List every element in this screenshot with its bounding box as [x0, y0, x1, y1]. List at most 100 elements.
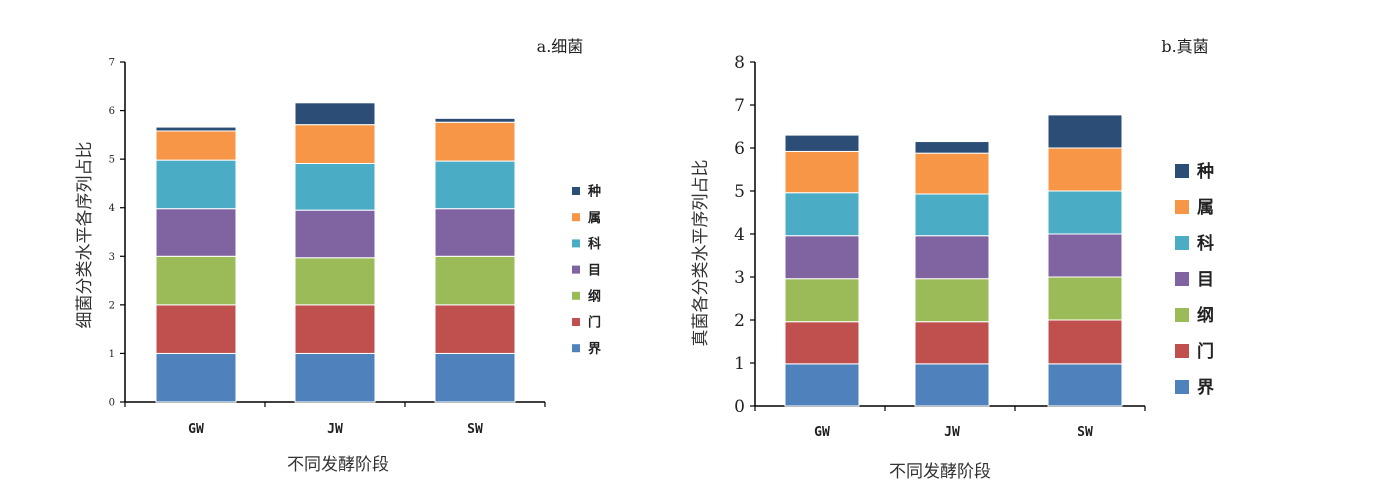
legend-swatch [1175, 272, 1189, 286]
legend-swatch [572, 239, 580, 248]
x-axis-title: 不同发酵阶段 [287, 455, 389, 475]
bar-segment [1047, 233, 1123, 278]
legend-label: 属 [588, 211, 601, 226]
bar-segment [434, 352, 516, 403]
y-tick-label: 2 [734, 311, 745, 331]
y-tick-label: 6 [109, 106, 115, 117]
y-tick-label: 5 [734, 182, 745, 202]
bar-segment [914, 235, 990, 280]
legend-label: 科 [588, 236, 601, 252]
bar-segment [294, 304, 376, 354]
y-tick-label: 1 [109, 349, 115, 360]
bar-segment [784, 363, 860, 407]
bar-segment [434, 117, 516, 123]
legend-label: 门 [588, 315, 601, 331]
legend-swatch [572, 265, 580, 274]
bar-segment [155, 159, 237, 210]
bar-segment [1047, 114, 1123, 149]
chart-bacteria: 0 1 2 3 4 5 6 7 GW JW SW 不同发酵阶段 细菌分类水平各序列占比 a.细菌种属科目纲… [75, 37, 601, 475]
bar-segment [434, 121, 516, 162]
bar-segment [914, 363, 990, 407]
y-tick-label: 6 [734, 139, 745, 159]
bar-segment [155, 130, 237, 161]
legend-label: 种 [587, 184, 601, 200]
y-tick-label: 1 [734, 354, 745, 374]
bar-segment [434, 255, 516, 306]
bar-segment [434, 304, 516, 354]
bar-segment [1047, 319, 1123, 365]
y-tick-label: 0 [734, 397, 745, 417]
legend-label: 纲 [1197, 305, 1214, 326]
bar-segment [914, 321, 990, 365]
bar-segment [155, 126, 237, 132]
bar-segment [914, 193, 990, 237]
y-tick-label: 2 [109, 300, 115, 311]
bar-segment [155, 208, 237, 257]
y-tick-label: 3 [109, 252, 115, 263]
bar-segment [914, 141, 990, 154]
legend-swatch [1175, 344, 1189, 358]
x-axis-title: 不同发酵阶段 [889, 462, 991, 482]
y-tick-label: 8 [734, 53, 745, 73]
x-category-label: GW [188, 422, 204, 437]
y-tick-label: 5 [109, 155, 115, 166]
y-tick-label: 4 [109, 203, 115, 214]
bar-segment [1047, 190, 1123, 235]
bar-segment [434, 160, 516, 210]
legend-swatch [572, 187, 580, 195]
legend-label: 种 [1196, 161, 1214, 182]
legend-label: 界 [588, 341, 601, 357]
bar-segment [155, 255, 237, 306]
legend-label: 界 [1197, 378, 1214, 398]
y-tick-label: 0 [109, 398, 115, 409]
y-tick-label: 4 [734, 225, 745, 245]
legend-label: 属 [1197, 198, 1214, 218]
chart-fungi: 0 1 2 3 4 5 6 7 8 GW JW SW 不同发酵阶段 真菌各分类水平序列占比 b.真菌种属科目… [691, 37, 1214, 482]
legend-swatch [572, 318, 580, 326]
bar-segment [784, 134, 860, 152]
x-category-label: SW [1077, 425, 1093, 440]
legend-swatch [1175, 308, 1189, 322]
panel-title: b.真菌 [1161, 37, 1208, 56]
legend-swatch [572, 291, 580, 300]
legend-swatch [1175, 164, 1189, 178]
bar-segment [294, 257, 376, 306]
x-category-label: SW [467, 422, 483, 437]
bar-segment [784, 321, 860, 365]
bar-segment [1047, 276, 1123, 321]
x-category-label: JW [944, 425, 960, 440]
x-category-label: JW [327, 422, 343, 437]
y-tick-label: 7 [109, 58, 115, 69]
y-tick-label: 7 [734, 96, 745, 116]
x-category-label: GW [814, 425, 830, 440]
bar-segment [784, 192, 860, 237]
bar-segment [294, 352, 376, 403]
panel-title: a.细菌 [537, 37, 584, 56]
bar-segment [1047, 147, 1123, 192]
bar-segment [1047, 363, 1123, 407]
legend-label: 目 [1197, 270, 1214, 290]
legend-label: 门 [1197, 341, 1214, 362]
legend-swatch [572, 344, 580, 353]
legend-label: 科 [1197, 233, 1214, 254]
bar-segment [914, 152, 990, 195]
legend-swatch [1175, 380, 1189, 394]
legend-label: 纲 [588, 288, 601, 304]
y-axis-title: 细菌分类水平各序列占比 [75, 142, 95, 329]
legend-swatch [572, 213, 580, 222]
bar-segment [294, 124, 376, 165]
legend-label: 目 [588, 263, 601, 278]
bar-segment [294, 102, 376, 126]
bar-segment [784, 150, 860, 194]
bar-segment [294, 163, 376, 211]
y-axis-title: 真菌各分类水平序列占比 [691, 160, 711, 347]
y-tick-label: 3 [734, 268, 745, 288]
bar-segment [914, 278, 990, 323]
bar-segment [155, 304, 237, 354]
legend-swatch [1175, 236, 1189, 250]
legend-swatch [1175, 200, 1189, 214]
bar-segment [784, 235, 860, 280]
bar-segment [155, 352, 237, 403]
bar-segment [434, 208, 516, 257]
